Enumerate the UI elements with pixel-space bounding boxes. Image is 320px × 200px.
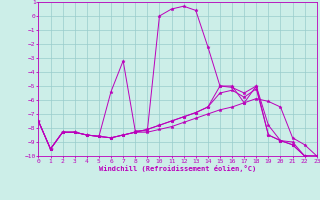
X-axis label: Windchill (Refroidissement éolien,°C): Windchill (Refroidissement éolien,°C) <box>99 165 256 172</box>
